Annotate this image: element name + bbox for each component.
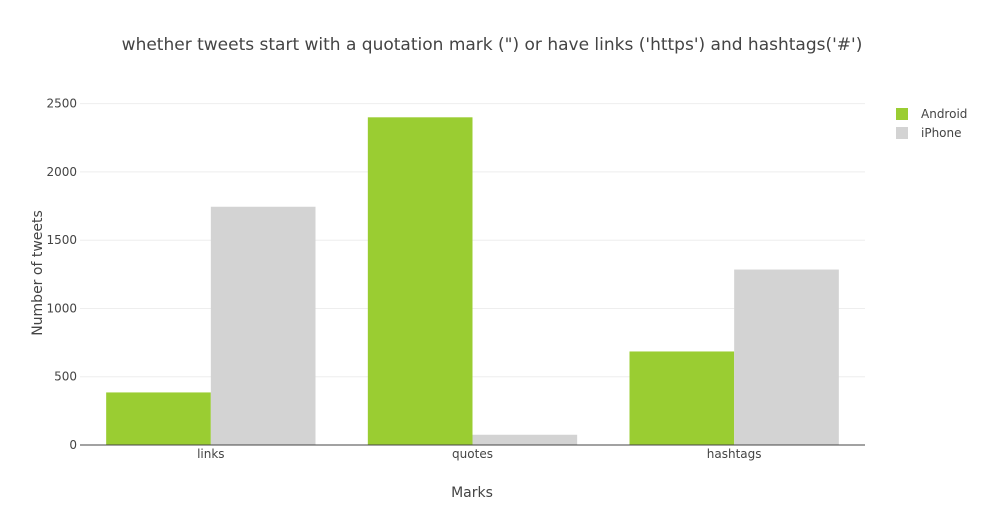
x-tick-label: links bbox=[197, 447, 224, 461]
y-tick-label: 2500 bbox=[46, 97, 77, 111]
y-tick-label: 1000 bbox=[46, 301, 77, 315]
x-tick-label: hashtags bbox=[707, 447, 762, 461]
x-tick-label: quotes bbox=[452, 447, 493, 461]
x-axis-ticks: links quotes hashtags bbox=[197, 447, 761, 461]
legend[interactable]: Android iPhone bbox=[896, 107, 967, 140]
bar-iphone-hashtags[interactable] bbox=[734, 269, 839, 445]
x-axis-title: Marks bbox=[451, 485, 493, 501]
chart-title: whether tweets start with a quotation ma… bbox=[122, 35, 863, 55]
legend-item-iphone[interactable]: iPhone bbox=[896, 126, 962, 140]
bar-android-quotes[interactable] bbox=[367, 117, 473, 446]
y-tick-label: 0 bbox=[69, 438, 77, 452]
y-tick-label: 500 bbox=[54, 370, 77, 384]
y-axis-ticks: 0 500 1000 1500 2000 2500 bbox=[46, 97, 77, 452]
bar-iphone-quotes[interactable] bbox=[472, 434, 578, 445]
legend-swatch bbox=[896, 127, 908, 139]
bar-android-hashtags[interactable] bbox=[629, 351, 735, 445]
legend-item-android[interactable]: Android bbox=[896, 107, 967, 121]
bar-android-links[interactable] bbox=[106, 392, 211, 445]
bar-iphone-links[interactable] bbox=[210, 206, 316, 445]
legend-swatch bbox=[896, 108, 908, 120]
bars bbox=[106, 117, 839, 446]
legend-label: Android bbox=[921, 107, 967, 121]
y-tick-label: 1500 bbox=[46, 233, 77, 247]
y-tick-label: 2000 bbox=[46, 165, 77, 179]
y-axis-title: Number of tweets bbox=[30, 210, 46, 336]
legend-label: iPhone bbox=[921, 126, 962, 140]
